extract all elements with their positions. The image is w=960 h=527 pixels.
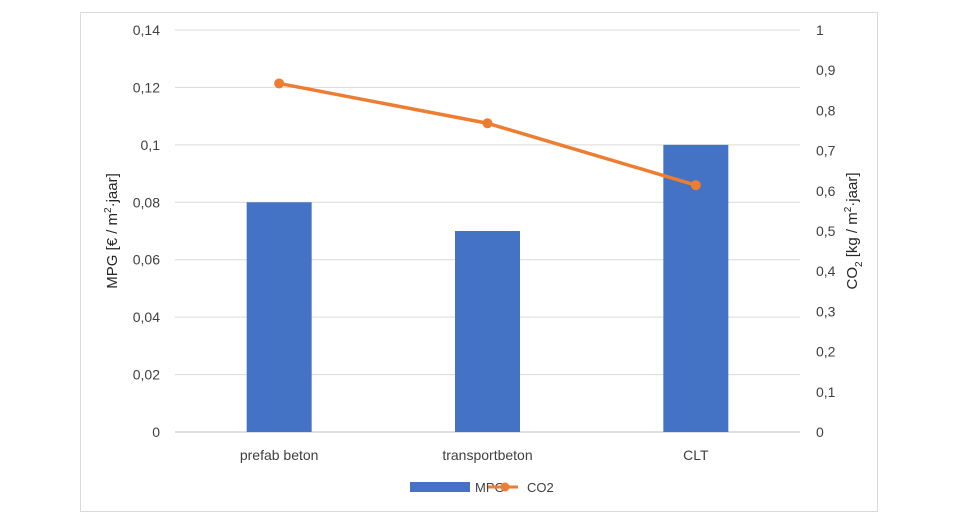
left-tick-label: 0,14 <box>133 22 160 38</box>
right-tick-label: 0,4 <box>816 263 836 279</box>
right-tick-label: 0,8 <box>816 102 836 118</box>
right-tick-label: 1 <box>816 22 824 38</box>
legend: MPG CO2 <box>410 480 554 495</box>
left-axis-ticks: 0 0,02 0,04 0,06 0,08 0,1 0,12 0,14 <box>133 22 160 440</box>
right-tick-label: 0,3 <box>816 303 836 319</box>
legend-mpg-swatch <box>410 482 470 492</box>
co2-point <box>482 118 493 129</box>
right-axis-ticks: 0 0,1 0,2 0,3 0,4 0,5 0,6 0,7 0,8 0,9 1 <box>816 22 836 440</box>
mpg-bar <box>246 202 312 432</box>
mpg-bar <box>663 144 729 432</box>
left-tick-label: 0,04 <box>133 309 160 325</box>
left-tick-label: 0,02 <box>133 367 160 383</box>
right-tick-label: 0,7 <box>816 143 836 159</box>
left-tick-label: 0 <box>152 424 160 440</box>
left-tick-label: 0,1 <box>141 137 161 153</box>
co2-line-path <box>278 81 697 187</box>
right-tick-label: 0,1 <box>816 384 836 400</box>
left-axis-title: MPG [€ / m2·jaar] <box>103 173 121 289</box>
mpg-bar <box>455 231 520 432</box>
co2-line <box>274 78 701 191</box>
right-axis-title: CO2 [kg / m2·jaar] <box>843 173 865 290</box>
co2-point <box>690 180 701 191</box>
left-tick-label: 0,08 <box>133 194 160 210</box>
left-tick-label: 0,12 <box>133 79 160 95</box>
legend-co2-marker <box>500 482 510 492</box>
left-tick-label: 0,06 <box>133 252 160 268</box>
category-label: CLT <box>683 447 709 463</box>
category-labels: prefab beton transportbeton CLT <box>240 447 709 463</box>
right-tick-label: 0,6 <box>816 183 836 199</box>
right-tick-label: 0,5 <box>816 223 836 239</box>
right-tick-label: 0 <box>816 424 824 440</box>
category-label: transportbeton <box>442 447 532 463</box>
mpg-bars <box>246 144 729 432</box>
legend-co2-label: CO2 <box>527 480 554 495</box>
right-tick-label: 0,9 <box>816 62 836 78</box>
category-label: prefab beton <box>240 447 319 463</box>
co2-point <box>274 78 285 89</box>
right-tick-label: 0,2 <box>816 344 836 360</box>
